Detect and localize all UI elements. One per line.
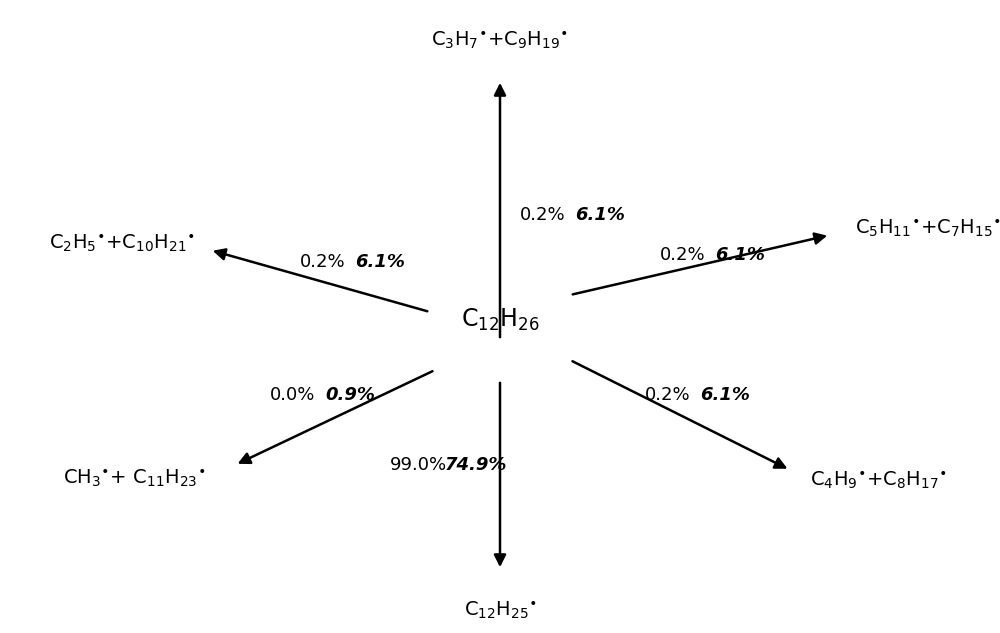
Text: 0.2%: 0.2% [645,386,691,404]
Text: C$_{12}$H$_{26}$: C$_{12}$H$_{26}$ [461,307,539,333]
Text: 6.1%: 6.1% [715,246,765,264]
Text: C$_4$H$_9$$^{\bullet}$+C$_8$H$_{17}$$^{\bullet}$: C$_4$H$_9$$^{\bullet}$+C$_8$H$_{17}$$^{\… [810,469,947,491]
Text: C$_5$H$_{11}$$^{\bullet}$+C$_7$H$_{15}$$^{\bullet}$: C$_5$H$_{11}$$^{\bullet}$+C$_7$H$_{15}$$… [855,217,1000,239]
Text: CH$_3$$^{\bullet}$+ C$_{11}$H$_{23}$$^{\bullet}$: CH$_3$$^{\bullet}$+ C$_{11}$H$_{23}$$^{\… [63,467,205,489]
Text: C$_2$H$_5$$^{\bullet}$+C$_{10}$H$_{21}$$^{\bullet}$: C$_2$H$_5$$^{\bullet}$+C$_{10}$H$_{21}$$… [49,232,195,254]
Text: 99.0%: 99.0% [390,456,447,474]
Text: 6.1%: 6.1% [575,206,625,224]
Text: 6.1%: 6.1% [355,253,405,271]
Text: C$_{12}$H$_{25}$$^{\bullet}$: C$_{12}$H$_{25}$$^{\bullet}$ [464,600,536,622]
Text: 0.2%: 0.2% [660,246,706,264]
Text: 0.2%: 0.2% [520,206,566,224]
Text: C$_3$H$_7$$^{\bullet}$+C$_9$H$_{19}$$^{\bullet}$: C$_3$H$_7$$^{\bullet}$+C$_9$H$_{19}$$^{\… [431,30,569,51]
Text: 0.9%: 0.9% [325,386,375,404]
Text: 0.0%: 0.0% [270,386,315,404]
Text: 0.2%: 0.2% [300,253,346,271]
Text: 74.9%: 74.9% [445,456,507,474]
Text: 6.1%: 6.1% [700,386,750,404]
